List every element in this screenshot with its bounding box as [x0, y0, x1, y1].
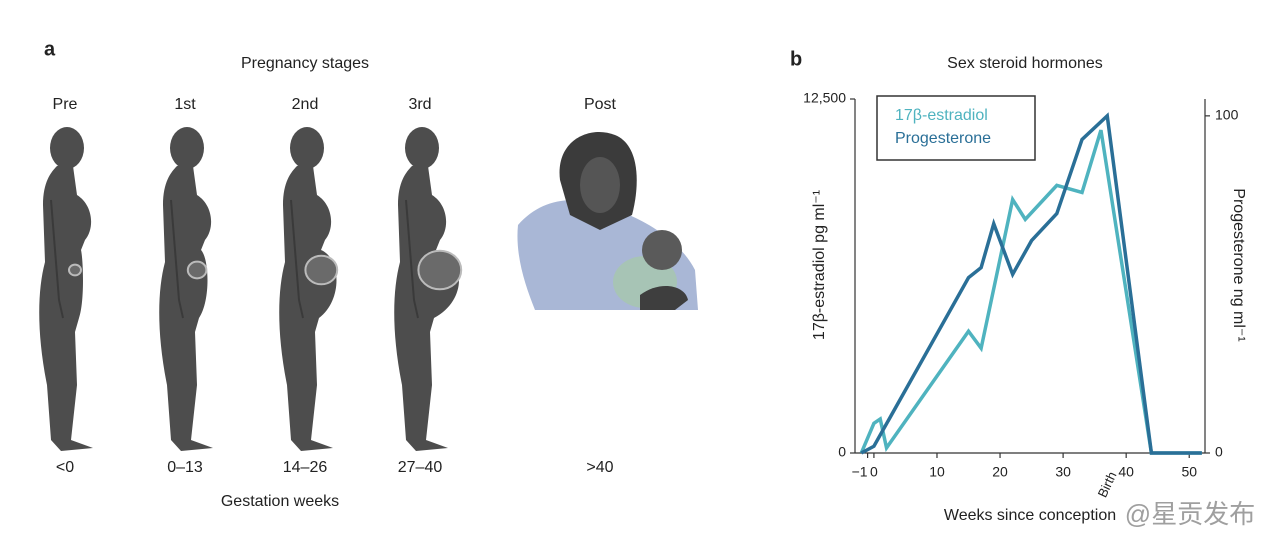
stage-weeks: <0: [56, 459, 74, 476]
line-series: [859, 129, 1202, 455]
y-tick-label: 12,500: [803, 90, 846, 106]
panel-label: a: [44, 38, 56, 60]
arm: [50, 199, 64, 319]
y2-tick-label: 100: [1215, 107, 1239, 123]
stage-name: Pre: [53, 96, 78, 113]
legend-box: [876, 95, 1036, 161]
stage-name: 1st: [174, 96, 196, 113]
x-tick-label: −1: [852, 464, 868, 480]
fetus: [186, 260, 208, 280]
x-tick-label: 30: [1055, 464, 1071, 480]
face: [580, 157, 620, 213]
stage-weeks: >40: [586, 459, 613, 476]
x-tick-label: 50: [1181, 464, 1197, 480]
head: [290, 127, 324, 169]
head: [50, 127, 84, 169]
silhouette: [159, 127, 213, 451]
silhouette: [39, 127, 93, 451]
stage-name: 2nd: [292, 96, 319, 113]
panel-label: b: [790, 48, 802, 70]
arm: [170, 199, 184, 319]
line-series: [860, 112, 1202, 455]
fetus: [304, 254, 339, 286]
x-axis-label: Weeks since conception: [944, 507, 1116, 524]
stage-weeks: 14–26: [283, 459, 328, 476]
stage-name: 3rd: [408, 96, 431, 113]
y-tick-label: 0: [838, 444, 846, 460]
fetus: [68, 263, 82, 277]
y-axis-label: 17β-estradiol pg ml⁻¹: [811, 190, 828, 340]
fetus: [417, 249, 463, 291]
body: [394, 166, 459, 451]
x-tick-label: 0: [870, 464, 878, 480]
stage-name: Post: [584, 96, 617, 113]
mother-baby: [517, 132, 698, 310]
x-tick-label: 10: [929, 464, 945, 480]
x-tick-label: 20: [992, 464, 1008, 480]
body: [279, 166, 337, 451]
chart-title: Sex steroid hormones: [947, 55, 1103, 72]
y2-axis-label: Progesterone ng ml⁻¹: [1230, 188, 1247, 341]
head: [405, 127, 439, 169]
arm: [405, 199, 419, 319]
y2-tick-label: 0: [1215, 444, 1223, 460]
silhouette: [279, 127, 339, 451]
stage-weeks: 27–40: [398, 459, 443, 476]
body: [159, 166, 213, 451]
arm: [290, 199, 304, 319]
silhouette: [394, 127, 463, 451]
axis-label: Gestation weeks: [221, 493, 339, 510]
x-tick-label: 40: [1118, 464, 1134, 480]
watermark: @星贡发布: [1125, 499, 1255, 529]
legend-label: Progesterone: [895, 130, 991, 147]
body: [39, 166, 93, 451]
head: [170, 127, 204, 169]
hand: [640, 285, 688, 310]
annotation: Birth: [1095, 469, 1120, 500]
panel-title: Pregnancy stages: [241, 55, 369, 72]
legend-label: 17β-estradiol: [895, 107, 988, 124]
stage-weeks: 0–13: [167, 459, 203, 476]
baby-head: [642, 230, 682, 270]
